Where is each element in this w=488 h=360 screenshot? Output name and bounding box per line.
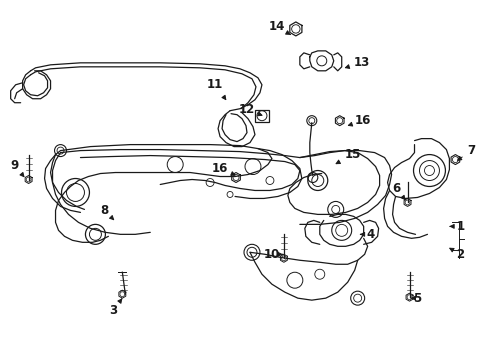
Text: 12: 12 bbox=[238, 103, 262, 116]
Text: 16: 16 bbox=[347, 114, 370, 127]
Text: 8: 8 bbox=[100, 204, 113, 220]
Text: 11: 11 bbox=[206, 78, 225, 100]
Text: 2: 2 bbox=[449, 248, 464, 261]
Text: 14: 14 bbox=[268, 21, 290, 35]
Text: 13: 13 bbox=[345, 56, 369, 69]
Text: 4: 4 bbox=[360, 228, 374, 241]
Text: 3: 3 bbox=[109, 299, 122, 317]
Text: 6: 6 bbox=[392, 182, 405, 200]
Text: 15: 15 bbox=[335, 148, 360, 164]
Text: 1: 1 bbox=[449, 220, 464, 233]
Text: 9: 9 bbox=[11, 159, 24, 177]
Text: 16: 16 bbox=[211, 162, 235, 175]
Text: 7: 7 bbox=[457, 144, 474, 160]
Text: 10: 10 bbox=[263, 248, 282, 261]
Text: 5: 5 bbox=[410, 292, 421, 305]
Bar bbox=[254, 110, 268, 122]
